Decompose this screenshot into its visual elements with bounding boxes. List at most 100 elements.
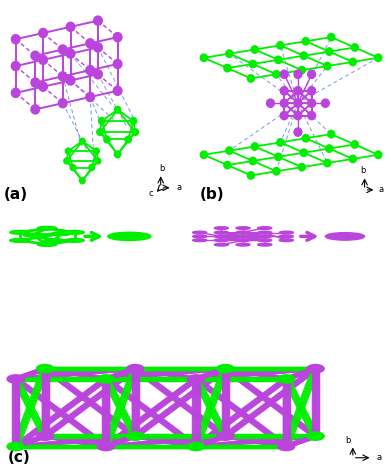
Text: b: b [361, 166, 366, 175]
Circle shape [226, 147, 233, 154]
Circle shape [108, 232, 151, 241]
Circle shape [58, 72, 67, 81]
Circle shape [236, 243, 250, 246]
Circle shape [114, 151, 121, 158]
Text: (b): (b) [200, 187, 225, 202]
Circle shape [307, 364, 324, 373]
Circle shape [258, 243, 272, 246]
Circle shape [308, 99, 316, 107]
Circle shape [278, 375, 295, 383]
Circle shape [277, 42, 284, 49]
Circle shape [66, 76, 75, 85]
Circle shape [39, 82, 47, 91]
Circle shape [267, 99, 274, 107]
Circle shape [351, 44, 358, 51]
Circle shape [321, 99, 329, 107]
Circle shape [298, 67, 305, 74]
Circle shape [251, 143, 258, 150]
Circle shape [294, 70, 302, 78]
Circle shape [65, 239, 84, 242]
Circle shape [51, 232, 71, 235]
Circle shape [273, 167, 280, 175]
Circle shape [58, 45, 67, 54]
Circle shape [44, 239, 64, 242]
Circle shape [11, 35, 20, 44]
Circle shape [328, 33, 335, 41]
Circle shape [125, 136, 131, 143]
Circle shape [251, 46, 258, 53]
Circle shape [36, 364, 54, 373]
Circle shape [113, 60, 122, 68]
Circle shape [294, 99, 302, 107]
Circle shape [86, 92, 94, 101]
Circle shape [200, 54, 207, 61]
Circle shape [324, 159, 331, 167]
Circle shape [97, 375, 114, 383]
Circle shape [97, 442, 114, 451]
Circle shape [300, 149, 307, 157]
Circle shape [280, 87, 288, 95]
Circle shape [224, 161, 231, 169]
Circle shape [10, 239, 29, 242]
Circle shape [98, 118, 105, 124]
Text: (c): (c) [8, 450, 31, 465]
Circle shape [300, 52, 307, 60]
Circle shape [58, 98, 67, 108]
Circle shape [302, 38, 309, 45]
Circle shape [132, 129, 138, 136]
Circle shape [187, 375, 205, 383]
Circle shape [294, 87, 302, 95]
Circle shape [236, 227, 250, 229]
Circle shape [217, 364, 234, 373]
Circle shape [80, 178, 85, 184]
Circle shape [280, 70, 288, 78]
Circle shape [294, 112, 302, 120]
Circle shape [7, 375, 24, 383]
Circle shape [65, 230, 84, 234]
Circle shape [86, 66, 94, 75]
Circle shape [113, 86, 122, 95]
Circle shape [226, 50, 233, 57]
Circle shape [308, 112, 316, 120]
Circle shape [192, 231, 207, 234]
Circle shape [298, 163, 305, 171]
Circle shape [375, 54, 382, 61]
Circle shape [11, 88, 20, 98]
Circle shape [236, 235, 250, 238]
Circle shape [37, 227, 57, 230]
Circle shape [247, 75, 254, 82]
Circle shape [275, 56, 282, 64]
Circle shape [278, 442, 295, 451]
Text: a: a [176, 183, 181, 192]
Circle shape [326, 48, 333, 55]
Circle shape [66, 49, 75, 58]
Circle shape [94, 70, 102, 79]
Circle shape [308, 87, 316, 95]
Circle shape [39, 55, 47, 64]
Circle shape [280, 99, 288, 107]
Circle shape [80, 138, 85, 144]
Circle shape [187, 442, 205, 451]
Circle shape [277, 139, 284, 146]
Circle shape [249, 60, 256, 68]
Circle shape [95, 158, 101, 164]
Circle shape [97, 129, 103, 136]
Circle shape [279, 235, 293, 238]
Circle shape [258, 227, 272, 229]
Circle shape [236, 239, 250, 242]
Circle shape [324, 62, 331, 70]
Circle shape [328, 130, 335, 138]
Circle shape [214, 243, 229, 246]
Circle shape [39, 29, 47, 38]
Circle shape [130, 118, 137, 124]
Circle shape [94, 43, 102, 52]
Circle shape [325, 233, 365, 240]
Circle shape [94, 148, 99, 154]
Circle shape [217, 432, 234, 440]
Circle shape [113, 33, 122, 42]
Circle shape [66, 23, 75, 31]
Circle shape [127, 432, 144, 440]
Circle shape [214, 235, 229, 238]
Circle shape [258, 231, 272, 234]
Circle shape [279, 239, 293, 242]
